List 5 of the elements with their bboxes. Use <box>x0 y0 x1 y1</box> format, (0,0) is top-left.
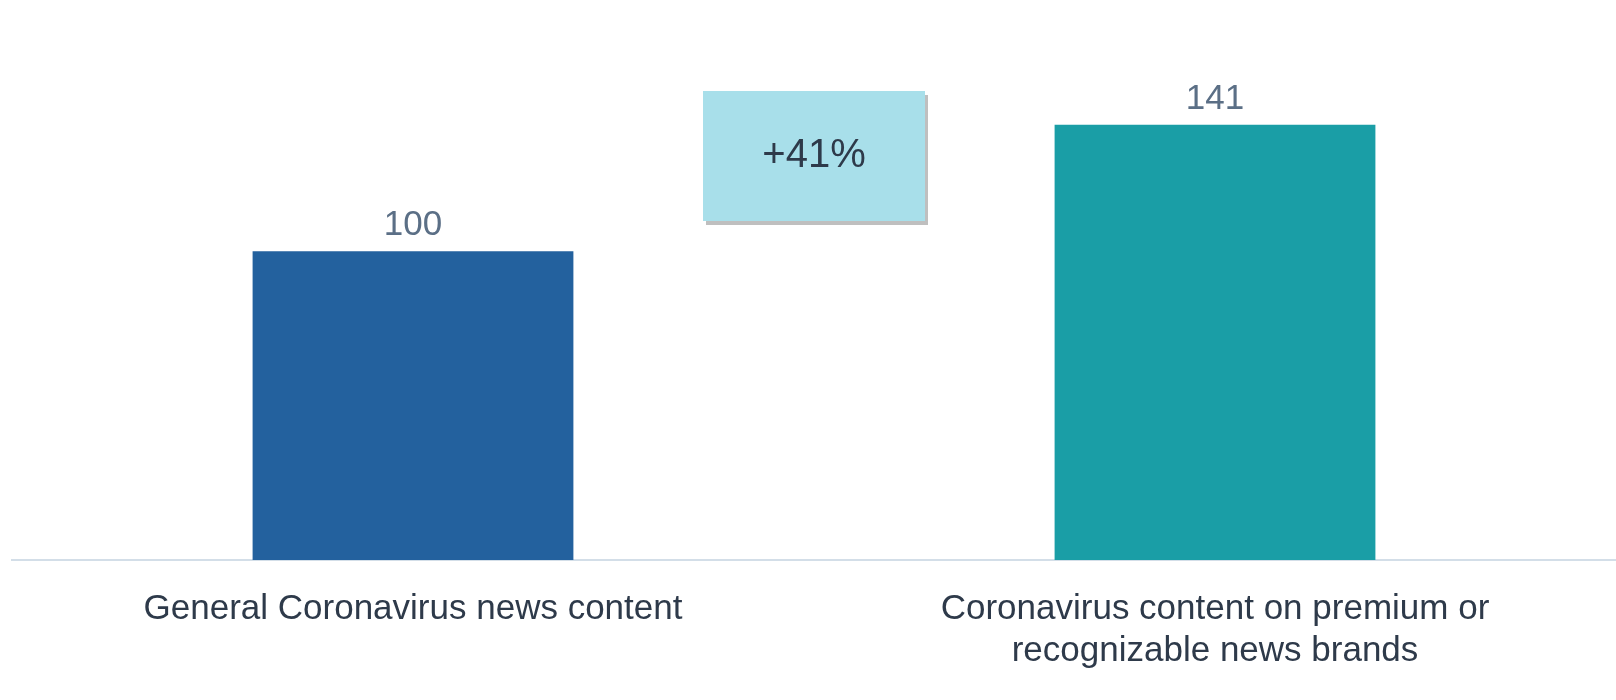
x-tick-label: General Coronavirus news content <box>143 586 683 626</box>
data-label: 100 <box>383 203 443 243</box>
x-tick-label: Coronavirus content on premium or recognizable news brands <box>940 586 1490 668</box>
annotation: +41% <box>762 131 866 176</box>
data-label: 141 <box>1185 76 1245 116</box>
